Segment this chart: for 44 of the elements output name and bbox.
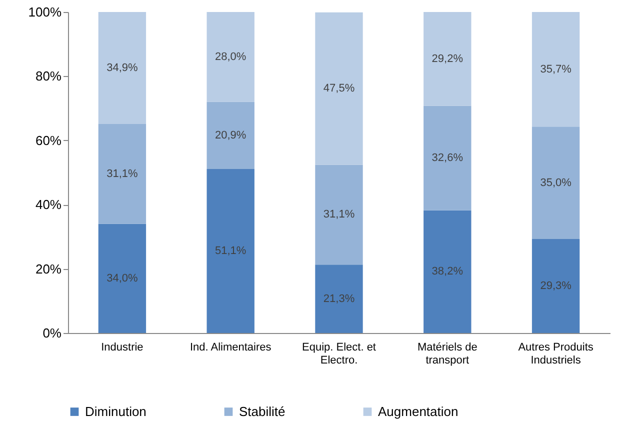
data-label: 21,3%	[323, 292, 355, 305]
bar	[206, 168, 254, 333]
data-label: 29,3%	[540, 280, 572, 292]
data-label: 29,2%	[432, 52, 464, 65]
data-label: 35,0%	[540, 176, 572, 189]
y-tick-label: 0%	[42, 326, 62, 340]
x-tick-label: Autres Produits Industriels	[518, 342, 594, 366]
legend-label: Augmentation	[378, 404, 458, 419]
bar	[315, 12, 363, 165]
y-tick-label: 20%	[35, 261, 62, 276]
data-label: 32,6%	[432, 152, 464, 164]
bar	[315, 264, 363, 333]
bar	[98, 12, 146, 124]
x-tick-label: Matériels de transport	[417, 342, 478, 366]
data-label: 34,9%	[106, 62, 138, 74]
data-label: 47,5%	[323, 82, 355, 95]
bar	[206, 12, 254, 102]
data-label: 51,1%	[215, 244, 246, 257]
bar	[532, 238, 580, 333]
y-tick-label: 100%	[28, 4, 62, 20]
legend-label: Diminution	[85, 404, 146, 419]
bar	[98, 124, 146, 224]
data-label: 34,0%	[106, 272, 138, 284]
data-label: 20,9%	[215, 129, 246, 142]
bar	[424, 106, 472, 210]
data-label: 38,2%	[432, 266, 464, 278]
bar	[98, 224, 146, 333]
bar	[206, 102, 254, 169]
bar	[532, 126, 580, 239]
bar	[532, 12, 580, 127]
bar	[315, 164, 363, 265]
y-tick-label: 80%	[35, 68, 62, 84]
bar	[424, 12, 472, 106]
data-label: 28,0%	[215, 50, 246, 63]
x-tick-label: Industrie	[101, 342, 144, 354]
data-label: 31,1%	[106, 168, 138, 180]
data-label: 35,7%	[540, 63, 572, 76]
x-tick-label: Ind. Alimentaires	[190, 342, 272, 354]
legend-label: Stabilité	[239, 404, 286, 419]
data-label: 31,1%	[323, 208, 355, 221]
y-tick-label: 40%	[35, 197, 62, 212]
x-tick-label: Equip. Elect. et Electro.	[302, 342, 376, 366]
bar	[424, 210, 472, 333]
y-tick-label: 60%	[35, 132, 62, 148]
